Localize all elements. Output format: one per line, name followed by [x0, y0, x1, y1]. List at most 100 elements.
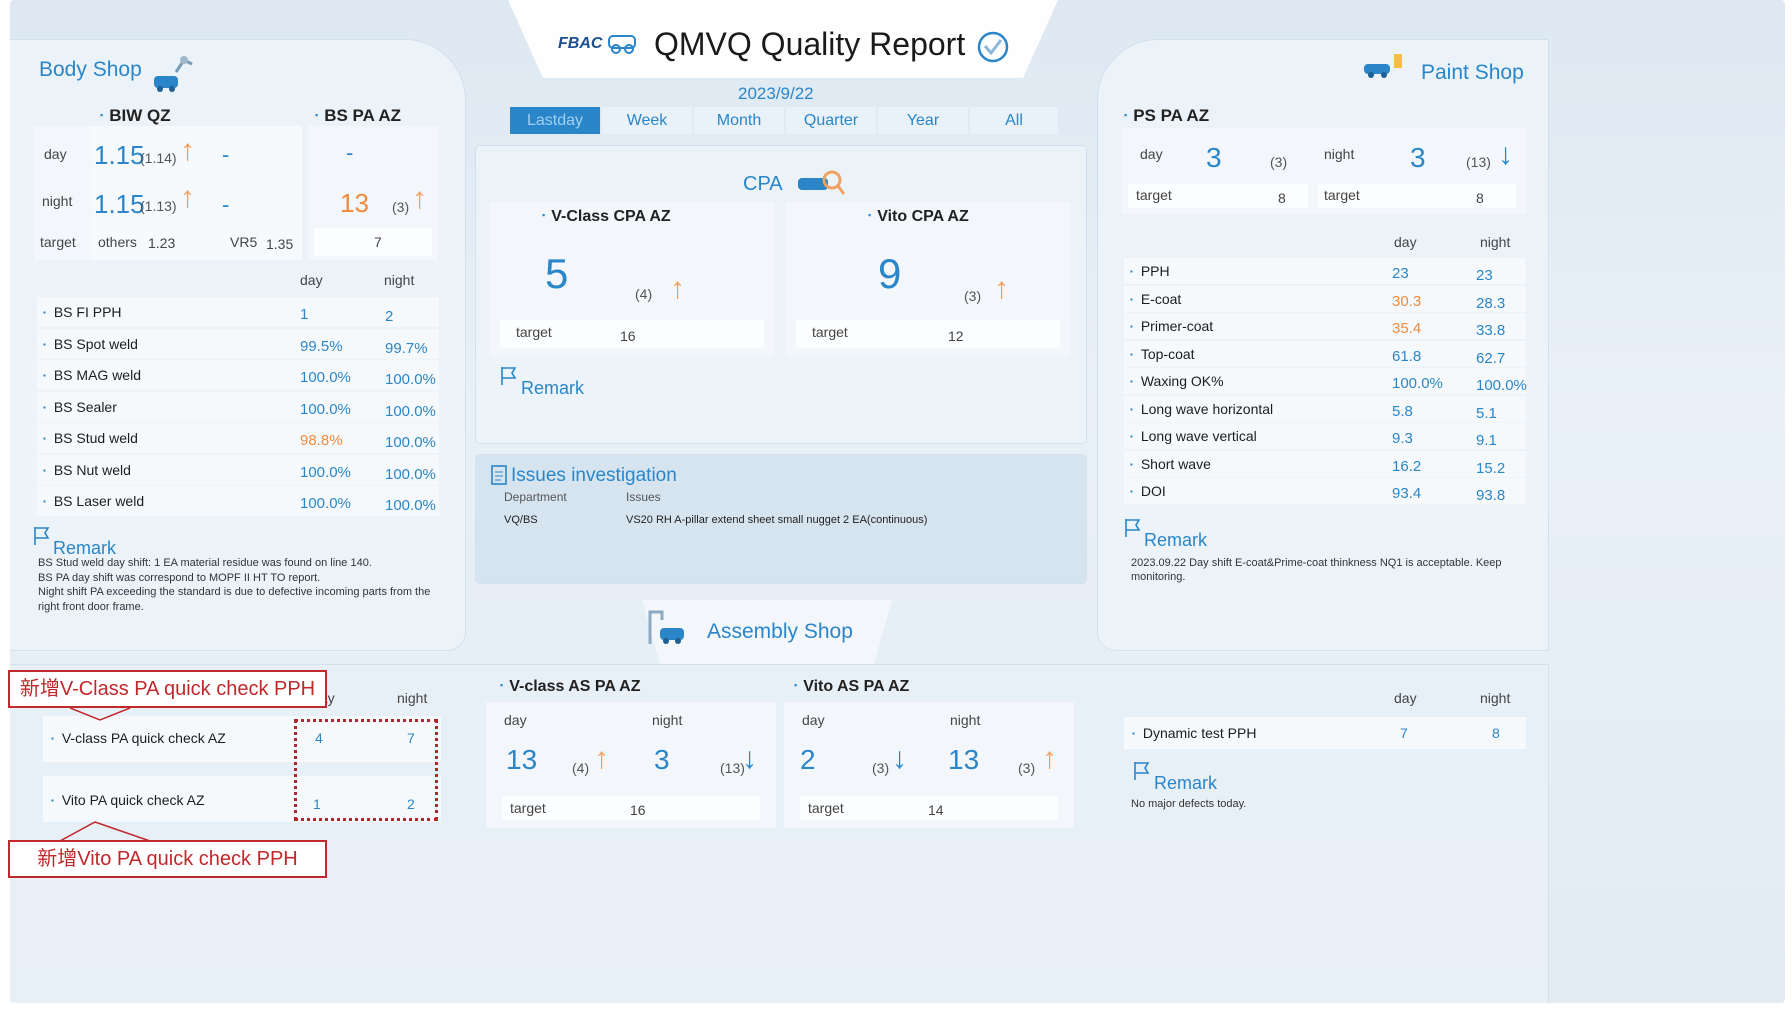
arrow-up-icon: ↑	[180, 181, 195, 214]
target-value: 16	[620, 328, 636, 344]
biw-target-label: target	[40, 234, 76, 250]
vito-as-card: day night 2 (3) ↓ 13 (3) ↑ target 14	[784, 702, 1074, 828]
metric-row: Long wave horizontal 5.8 5.1	[1124, 395, 1526, 422]
target-value: 8	[1278, 190, 1286, 206]
metric-row: E-coat 30.3 28.3	[1124, 285, 1526, 312]
tab-all[interactable]: All	[970, 107, 1058, 134]
arrow-up-icon: ↑	[180, 134, 195, 167]
day-label: day	[802, 712, 825, 728]
night-label: night	[950, 712, 981, 728]
bs-remark-text: BS Stud weld day shift: 1 EA material re…	[38, 556, 448, 614]
cpa-remark-title: Remark	[521, 378, 585, 398]
metric-label: BS Spot weld	[43, 336, 138, 352]
vito-as-header: Vito AS PA AZ	[794, 678, 909, 696]
highlight-box	[294, 719, 438, 821]
body-shop-title: Body Shop	[39, 58, 142, 81]
ps-col-night: night	[1480, 234, 1511, 250]
car-logo-icon	[607, 35, 636, 54]
metric-label: BS Laser weld	[43, 493, 144, 509]
metric-label: BS Nut weld	[43, 462, 131, 478]
vclass-cpa-header: V-Class CPA AZ	[542, 208, 670, 226]
metric-day: 100.0%	[300, 400, 351, 418]
biw-values: 1.15 (1.14) ↑ - 1.15 (1.13) ↑ - others 1…	[92, 126, 302, 260]
metric-night: 99.7%	[385, 339, 428, 357]
metric-label: Long wave horizontal	[1130, 401, 1273, 417]
metric-day: 30.3	[1392, 292, 1422, 310]
vclass-cpa-prev: (4)	[635, 286, 653, 302]
issue-department: VQ/BS	[504, 514, 538, 526]
vito-cpa-prev: (3)	[964, 288, 982, 304]
metric-day: 99.5%	[300, 337, 343, 355]
metric-row: PPH 23 23	[1124, 258, 1526, 284]
flag-icon	[34, 527, 50, 545]
metric-row: BS Stud weld 98.8% 100.0%	[37, 423, 439, 453]
biw-qz-card: day night target 1.15 (1.14) ↑ - 1.15 (1…	[34, 126, 302, 260]
metric-label: BS Stud weld	[43, 430, 138, 446]
metric-night: 100.0%	[1476, 377, 1527, 394]
bs-remark-line: right front door frame.	[38, 600, 144, 613]
vr5-label: VR5	[230, 234, 258, 250]
vito-cpa-target: target 12	[796, 320, 1060, 348]
metric-night: 5.1	[1476, 404, 1497, 422]
target-label: target	[1324, 187, 1360, 203]
metric-night: 2	[385, 308, 394, 325]
vclass-as-header: V-class AS PA AZ	[500, 678, 640, 696]
issues-col-issues: Issues	[626, 490, 661, 504]
tab-lastday[interactable]: Lastday	[510, 107, 600, 134]
bs-pa-az-card: - 13 (3) ↑ 7	[308, 126, 438, 260]
metric-night: 28.3	[1476, 294, 1506, 312]
bs-remark-title: Remark	[53, 538, 117, 558]
bs-pa-az-header: BS PA AZ	[315, 106, 401, 126]
metric-day: 100.0%	[300, 495, 351, 512]
ps-night-value: 3	[1410, 142, 1426, 173]
vito-cpa-value: 9	[878, 250, 902, 297]
metric-label: PPH	[1130, 263, 1170, 279]
dyn-label: Dynamic test PPH	[1132, 725, 1257, 741]
night-value: 3	[654, 744, 670, 775]
vr5-value: 1.35	[266, 236, 294, 252]
callout-vito-pointer	[60, 821, 151, 842]
bs-remark-line: Night shift PA exceeding the standard is…	[38, 586, 431, 598]
metric-night: 23	[1476, 267, 1493, 284]
flag-icon	[1134, 762, 1150, 780]
ps-pa-az-header: PS PA AZ	[1124, 106, 1209, 126]
day-prev: (4)	[572, 760, 590, 776]
ps-remark-text: 2023.09.22 Day shift E-coat&Prime-coat t…	[1131, 556, 1531, 584]
others-value: 1.23	[148, 235, 176, 251]
ps-night-target: target 8	[1318, 184, 1516, 208]
metric-row: BS Sealer 100.0% 100.0%	[37, 391, 439, 422]
tab-month[interactable]: Month	[694, 107, 784, 134]
night-value: 13	[948, 744, 980, 775]
biw-night-prev: (1.13)	[140, 198, 177, 214]
target-label: target	[1136, 187, 1172, 203]
tab-quarter[interactable]: Quarter	[786, 107, 876, 134]
flag-icon	[1125, 519, 1141, 537]
assembly-shop-title: Assembly Shop	[707, 620, 853, 643]
metric-day: 100.0%	[300, 463, 351, 481]
tab-year[interactable]: Year	[878, 107, 968, 134]
ps-day-target: target 8	[1128, 184, 1308, 208]
metric-row: BS Nut weld 100.0% 100.0%	[37, 454, 439, 485]
qc-row-vclass: V-class PA quick check AZ 4 7	[43, 716, 441, 762]
tab-week[interactable]: Week	[602, 107, 692, 134]
metric-day: 16.2	[1392, 457, 1422, 475]
issues-title: Issues investigation	[511, 465, 677, 486]
metric-night: 100.0%	[385, 434, 436, 451]
vito-as-target: target 14	[800, 796, 1058, 820]
biw-day-prev: (1.14)	[140, 150, 177, 166]
ps-pa-az-card: day 3 (3) night 3 (13) ↓ target 8 target…	[1122, 128, 1526, 214]
target-label: target	[516, 324, 552, 340]
ps-remark-line: monitoring.	[1131, 571, 1186, 583]
metric-row: BS Spot weld 99.5% 99.7%	[37, 328, 439, 359]
arrow-down-icon: ↓	[1498, 138, 1513, 171]
metric-label: Short wave	[1130, 456, 1211, 472]
metric-day: 9.3	[1392, 430, 1413, 447]
metric-row: Short wave 16.2 15.2	[1124, 450, 1526, 477]
flag-icon	[501, 367, 517, 385]
arrow-up-icon: ↑	[994, 272, 1009, 305]
arrow-up-icon: ↑	[1042, 742, 1057, 775]
metric-row: Waxing OK% 100.0% 100.0%	[1124, 368, 1527, 394]
metric-night: 9.1	[1476, 432, 1497, 449]
vito-cpa-card: Vito CPA AZ 9 (3) ↑ target 12	[786, 202, 1070, 356]
header-banner	[508, 0, 1058, 78]
